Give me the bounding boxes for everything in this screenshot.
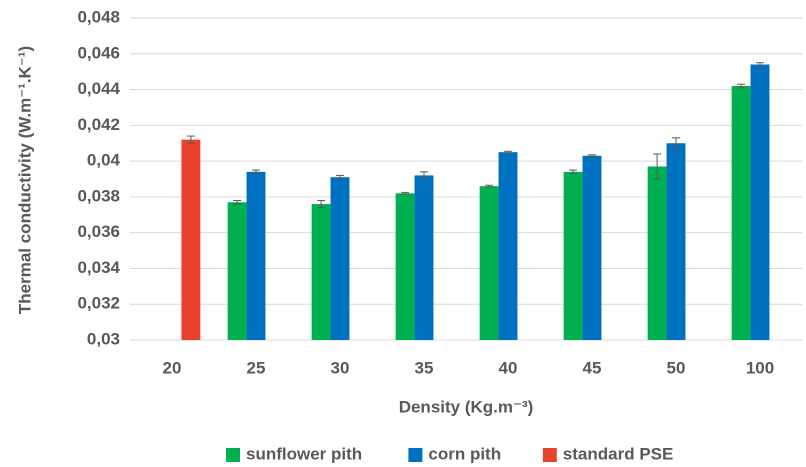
y-tick-label: 0,044 [77,79,120,98]
error-bar [401,191,410,195]
x-tick-label: 50 [667,358,686,377]
bar [414,175,434,340]
error-bar [756,62,764,67]
y-tick-label: 0,04 [87,151,121,170]
error-bar [420,171,428,180]
error-bar [186,135,195,144]
error-bar [485,184,494,188]
legend-label: sunflower pith [246,444,362,463]
error-bar [737,83,746,89]
bar [731,85,751,340]
x-tick-label: 40 [499,358,518,377]
x-tick-label: 30 [331,358,350,377]
y-tick-label: 0,048 [77,7,120,26]
bar [498,152,518,340]
y-tick-label: 0,036 [77,222,120,241]
bar [181,139,201,340]
legend-swatch [542,448,557,462]
x-axis-title: Density (Kg.m⁻³) [399,397,534,416]
x-tick-label: 45 [583,358,602,377]
legend-label: corn pith [428,444,501,463]
legend-swatch [408,448,423,462]
bar [563,171,583,340]
bar [479,186,499,340]
error-bar [672,137,680,150]
y-tick-label: 0,042 [77,115,120,134]
bar [582,155,602,340]
y-tick-label: 0,046 [77,43,120,62]
bar [246,171,266,340]
legend-swatch [226,448,240,462]
error-bar [653,153,662,180]
legend-label: standard PSE [563,444,674,463]
error-bar [569,169,578,175]
bar [647,166,667,340]
y-axis-title: Thermal conductivity (W.m⁻¹.K⁻¹) [15,46,34,314]
bar [666,143,686,340]
bar [330,177,350,340]
bar [395,193,415,340]
x-tick-label: 100 [746,358,774,377]
error-bar [336,174,344,180]
error-bar [233,199,242,205]
x-tick-label: 20 [163,358,182,377]
error-bar [504,150,512,154]
bar [311,204,331,340]
bar [750,64,770,340]
x-tick-label: 35 [415,358,434,377]
error-bar [588,154,596,158]
error-bar [252,169,260,175]
y-tick-label: 0,03 [87,329,120,348]
y-tick-label: 0,034 [77,258,120,277]
y-tick-label: 0,038 [77,186,120,205]
error-bar [317,199,326,209]
y-tick-label: 0,032 [77,294,120,313]
bar [227,202,247,340]
x-tick-label: 25 [247,358,266,377]
